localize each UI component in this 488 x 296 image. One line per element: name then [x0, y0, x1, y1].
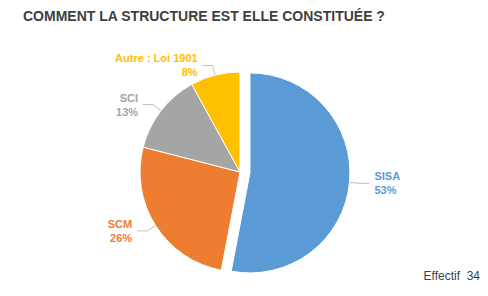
svg-text:SCI: SCI — [120, 92, 138, 104]
svg-text:Effectif 34: Effectif 34 — [424, 269, 481, 283]
svg-text:Autre : Loi 1901: Autre : Loi 1901 — [115, 52, 198, 64]
svg-text:SISA: SISA — [374, 170, 400, 182]
svg-text:53%: 53% — [374, 184, 396, 196]
svg-text:8%: 8% — [182, 66, 198, 78]
svg-text:SCM: SCM — [108, 218, 132, 230]
svg-text:COMMENT LA STRUCTURE EST ELLE: COMMENT LA STRUCTURE EST ELLE CONSTITUÉE… — [23, 8, 385, 24]
svg-text:26%: 26% — [110, 232, 132, 244]
svg-text:13%: 13% — [116, 106, 138, 118]
